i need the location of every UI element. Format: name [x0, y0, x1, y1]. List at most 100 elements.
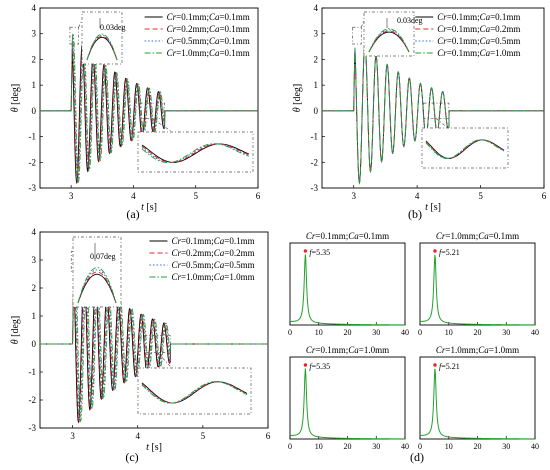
peak-label: f=5.21 — [439, 248, 460, 257]
legend-entry: Cr=1.0mm;Ca=0.1mm — [167, 48, 250, 58]
zoom-region-tail — [143, 335, 171, 353]
x-tick-label: 40 — [531, 442, 539, 451]
series-line — [40, 33, 258, 183]
x-tick-label: 6 — [542, 191, 547, 201]
legend-entry: Cr=0.5mm;Ca=0.1mm — [167, 36, 250, 46]
y-tick-label: 1 — [32, 80, 37, 90]
x-tick-label: 5 — [193, 191, 198, 201]
x-tick-label: 10 — [315, 442, 323, 451]
spectrum-line — [420, 368, 535, 440]
peak-marker — [303, 363, 308, 367]
x-axis-label: t [s] — [425, 202, 441, 213]
inset-peak-line — [368, 29, 410, 53]
inset-tail-line — [425, 139, 505, 159]
y-axis-label: θ [deg] — [292, 84, 303, 113]
spectrum-subplot: 0 10 20 30 40 Cr=1.0mm;Ca=0.1mm f=5.21 — [418, 231, 539, 337]
peak-marker — [433, 363, 437, 367]
x-tick-label: 0 — [418, 442, 422, 451]
series-line — [40, 259, 268, 423]
plot-frame — [419, 356, 536, 440]
x-tick-label: 10 — [445, 442, 453, 451]
zoom-leader — [360, 19, 365, 28]
y-tick-label: -3 — [29, 183, 37, 193]
legend-entry: Cr=0.5mm;Ca=0.5mm — [171, 260, 254, 270]
x-tick-label: 0 — [288, 442, 292, 451]
x-tick-label: 0 — [288, 328, 292, 337]
y-tick-label: 2 — [32, 54, 37, 64]
peak-label: f=5.35 — [309, 248, 330, 257]
legend-entry: Cr=1.0mm;Ca=1.0mm — [171, 272, 254, 282]
peak-marker — [433, 249, 437, 253]
zoom-leader — [157, 352, 173, 369]
x-tick-label: 20 — [474, 328, 482, 337]
x-tick-label: 10 — [445, 328, 453, 337]
inset-tail-line — [141, 381, 248, 404]
zoom-leader — [435, 118, 449, 129]
legend-entry: Cr=0.1mm;Ca=0.1mm — [171, 236, 254, 246]
x-tick-label: 4 — [415, 191, 420, 201]
legend-entry: Cr=0.1mm;Ca=0.5mm — [437, 36, 520, 46]
y-tick-label: 4 — [32, 3, 37, 13]
inset-tail-line — [141, 381, 248, 404]
y-tick-label: 3 — [314, 29, 319, 39]
plot-frame — [289, 356, 406, 440]
subplot-title: Cr=0.1mm;Ca=1.0mm — [306, 345, 389, 355]
x-tick-label: 3 — [351, 191, 356, 201]
time-history-panel-a: 3 4 5 6 -3 -2 -1 0 1 2 3 4 t [s] θ [deg] 0.03deg Cr=0.1… — [10, 3, 261, 213]
x-tick-label: 6 — [256, 191, 261, 201]
y-tick-label: -3 — [29, 423, 37, 433]
x-tick-label: 40 — [401, 328, 409, 337]
y-tick-label: -1 — [29, 367, 37, 377]
zoom-region-tail — [139, 102, 165, 119]
y-tick-label: 2 — [314, 54, 319, 64]
y-tick-label: 0 — [32, 106, 37, 116]
plot-frame — [39, 7, 259, 189]
spectrum-subplot: 0 10 20 30 40 Cr=1.0mm;Ca=1.0mm f=5.21 — [418, 345, 539, 451]
y-tick-label: 3 — [32, 29, 37, 39]
x-tick-label: 5 — [478, 191, 483, 201]
spectrum-subplot: 0 10 20 30 40 Cr=0.1mm;Ca=0.1mm f=5.35 — [288, 231, 409, 337]
zoom-region-peak — [69, 26, 79, 45]
y-tick-label: -2 — [311, 157, 319, 167]
legend-entry: Cr=0.1mm;Ca=1.0mm — [437, 48, 520, 58]
panel-label-a: (a) — [126, 207, 139, 221]
y-tick-label: 3 — [32, 255, 37, 265]
x-tick-label: 5 — [201, 431, 206, 441]
inset-tail-line — [141, 143, 250, 164]
spectrum-subplot: 0 10 20 30 40 Cr=0.1mm;Ca=1.0mm f=5.35 — [288, 345, 409, 451]
x-tick-label: 0 — [418, 328, 422, 337]
y-axis-label: θ [deg] — [10, 316, 21, 345]
inset-peak-line — [368, 30, 410, 53]
y-tick-label: 0 — [314, 106, 319, 116]
series-line — [322, 44, 544, 185]
y-tick-label: 0 — [32, 339, 37, 349]
inset-tail-line — [141, 143, 250, 164]
y-tick-label: 4 — [32, 227, 37, 237]
peak-label: f=5.21 — [439, 362, 460, 371]
x-tick-label: 30 — [372, 328, 380, 337]
legend-entry: Cr=0.1mm;Ca=0.1mm — [437, 12, 520, 22]
x-axis-label: t [s] — [146, 442, 162, 453]
x-tick-label: 40 — [401, 442, 409, 451]
panel-label-d: (d) — [410, 450, 424, 464]
x-tick-label: 4 — [135, 431, 140, 441]
x-tick-label: 30 — [502, 328, 510, 337]
y-tick-label: -2 — [29, 395, 37, 405]
x-tick-label: 20 — [344, 442, 352, 451]
y-tick-label: -2 — [29, 157, 37, 167]
plot-frame — [289, 242, 406, 326]
time-history-panel-b: 3 4 5 6 -3 -2 -1 0 1 2 3 4 t [s] θ [deg] 0.03deg Cr=0.1… — [292, 3, 547, 213]
y-tick-label: 2 — [32, 283, 37, 293]
y-tick-label: -3 — [311, 183, 319, 193]
y-tick-label: 1 — [32, 311, 37, 321]
x-tick-label: 4 — [131, 191, 136, 201]
legend-entry: Cr=0.1mm;Ca=0.1mm — [167, 12, 250, 22]
inset-tail-line — [141, 143, 250, 163]
x-tick-label: 3 — [69, 191, 74, 201]
difference-annotation: 0.03deg — [100, 23, 126, 32]
inset-peak-line — [86, 33, 118, 61]
zoom-inset-peak — [363, 11, 415, 57]
legend-entry: Cr=0.2mm;Ca=0.1mm — [167, 24, 250, 34]
x-axis-label: t [s] — [141, 202, 157, 213]
